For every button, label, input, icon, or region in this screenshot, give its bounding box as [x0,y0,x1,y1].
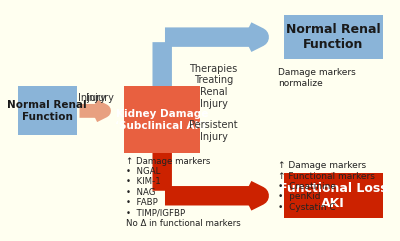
Text: Normal Renal
Function: Normal Renal Function [8,100,87,122]
Text: Injury: Injury [86,93,114,103]
Text: Functional Loss
AKI: Functional Loss AKI [279,182,388,210]
FancyBboxPatch shape [284,174,382,218]
Text: Injury: Injury [78,93,106,103]
Text: Persistent
Injury: Persistent Injury [189,120,238,142]
FancyBboxPatch shape [18,86,77,135]
FancyBboxPatch shape [124,86,200,153]
Text: Damage markers
normalize: Damage markers normalize [278,68,356,88]
Text: Therapies
Treating
Renal
Injury: Therapies Treating Renal Injury [189,64,238,109]
Text: Normal Renal
Function: Normal Renal Function [286,23,380,51]
Text: ↑ Damage markers
•  NGAL
•  KIM-1
•  NAG
•  FABP
•  TIMP/IGFBP
No Δ in functiona: ↑ Damage markers • NGAL • KIM-1 • NAG • … [126,157,241,228]
Text: ↑ Damage markers
↑ Functional markers
•  Creatinine
•  penKid
•  Cystatin C: ↑ Damage markers ↑ Functional markers • … [278,161,375,212]
Text: Kidney Damage
‘Subclinical AKI’: Kidney Damage ‘Subclinical AKI’ [114,109,210,131]
FancyBboxPatch shape [284,15,382,60]
